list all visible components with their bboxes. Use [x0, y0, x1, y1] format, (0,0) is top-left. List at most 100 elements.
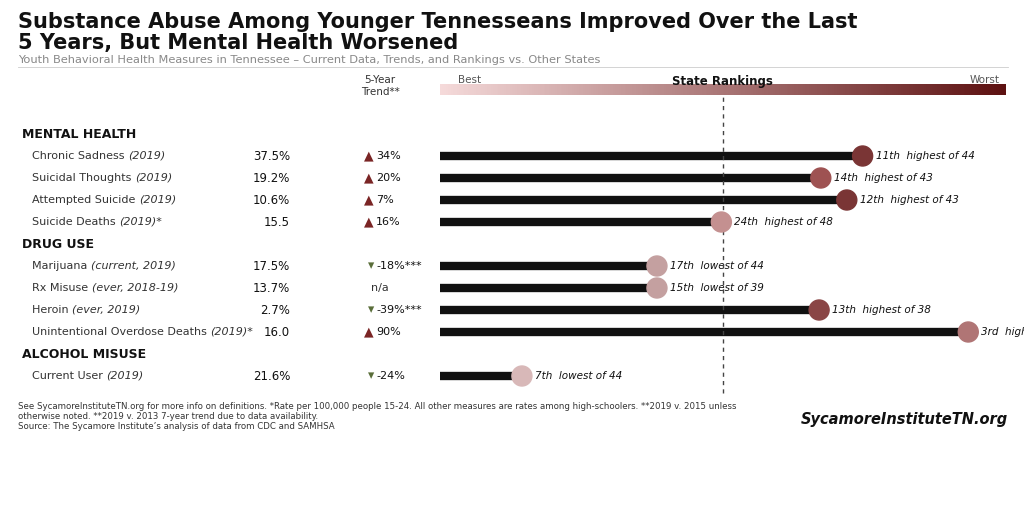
Bar [560, 84, 563, 95]
Bar [883, 84, 885, 95]
Bar [692, 84, 694, 95]
Bar [524, 84, 527, 95]
Bar [899, 84, 902, 95]
Bar [841, 84, 844, 95]
Bar [877, 84, 880, 95]
Bar [968, 84, 970, 95]
Bar [887, 84, 889, 95]
Bar [896, 84, 898, 95]
Text: otherwise noted. **2019 v. 2013 7-year trend due to data availability.: otherwise noted. **2019 v. 2013 7-year t… [18, 412, 318, 421]
Bar [717, 84, 719, 95]
Bar [699, 84, 702, 95]
Bar [548, 84, 550, 95]
Text: 10.6%: 10.6% [253, 194, 290, 206]
Bar [924, 84, 927, 95]
Bar [739, 84, 741, 95]
Bar [651, 84, 653, 95]
Text: 2.7%: 2.7% [260, 304, 290, 316]
Bar [463, 84, 465, 95]
Bar [946, 84, 949, 95]
Text: 34%: 34% [376, 151, 400, 161]
Bar [493, 84, 496, 95]
Text: (current, 2019): (current, 2019) [91, 261, 176, 271]
Bar [468, 84, 471, 95]
Text: 15th  lowest of 39: 15th lowest of 39 [670, 283, 764, 293]
Bar [485, 84, 487, 95]
Bar [932, 84, 934, 95]
Bar [696, 84, 698, 95]
Bar [724, 84, 727, 95]
Bar [728, 84, 730, 95]
Bar [914, 84, 916, 95]
Text: Marijuana: Marijuana [32, 261, 91, 271]
Bar [854, 84, 857, 95]
Bar [894, 84, 896, 95]
Bar [935, 84, 938, 95]
Circle shape [647, 256, 667, 276]
Bar [735, 84, 738, 95]
Bar [898, 84, 900, 95]
Bar [570, 84, 572, 95]
Bar [973, 84, 976, 95]
Bar [770, 84, 772, 95]
Bar [681, 84, 683, 95]
Bar [564, 84, 566, 95]
Bar [665, 84, 667, 95]
Text: Unintentional Overdose Deaths: Unintentional Overdose Deaths [32, 327, 210, 337]
Bar [557, 84, 559, 95]
Bar [757, 84, 759, 95]
Bar [544, 84, 546, 95]
Bar [513, 84, 516, 95]
Bar [454, 84, 456, 95]
Bar [670, 84, 672, 95]
Bar [804, 84, 806, 95]
Bar [909, 84, 911, 95]
Bar [805, 84, 808, 95]
Bar [706, 84, 708, 95]
Bar [632, 84, 635, 95]
Bar [495, 84, 497, 95]
Bar [926, 84, 929, 95]
Bar [838, 84, 840, 95]
Bar [568, 84, 570, 95]
Bar [510, 84, 512, 95]
Bar [559, 84, 561, 95]
Bar [862, 84, 864, 95]
Bar [852, 84, 855, 95]
Bar [820, 84, 823, 95]
Text: (ever, 2019): (ever, 2019) [72, 305, 140, 315]
Bar [715, 84, 718, 95]
Bar [685, 84, 687, 95]
Bar [777, 84, 779, 95]
Text: (2019)*: (2019)* [119, 217, 162, 227]
Text: -18%***: -18%*** [376, 261, 422, 271]
Bar [822, 84, 824, 95]
Text: 16%: 16% [376, 217, 400, 227]
Bar [618, 84, 622, 95]
Bar [834, 84, 836, 95]
Bar [937, 84, 940, 95]
Bar [794, 84, 797, 95]
Bar [907, 84, 909, 95]
Bar [502, 84, 505, 95]
Bar [828, 84, 830, 95]
Text: 24th  highest of 48: 24th highest of 48 [734, 217, 834, 227]
Bar [781, 84, 783, 95]
Bar [901, 84, 904, 95]
Bar [802, 84, 804, 95]
Bar [818, 84, 821, 95]
Bar [836, 84, 838, 95]
Bar [723, 84, 725, 95]
Bar [890, 84, 893, 95]
Text: Rx Misuse: Rx Misuse [32, 283, 91, 293]
Bar [490, 84, 494, 95]
Text: 5 Years, But Mental Health Worsened: 5 Years, But Mental Health Worsened [18, 33, 459, 53]
Bar [521, 84, 523, 95]
Bar [688, 84, 691, 95]
Bar [970, 84, 972, 95]
Bar [858, 84, 860, 95]
Bar [553, 84, 555, 95]
Bar [753, 84, 755, 95]
Bar [656, 84, 659, 95]
Bar [749, 84, 752, 95]
